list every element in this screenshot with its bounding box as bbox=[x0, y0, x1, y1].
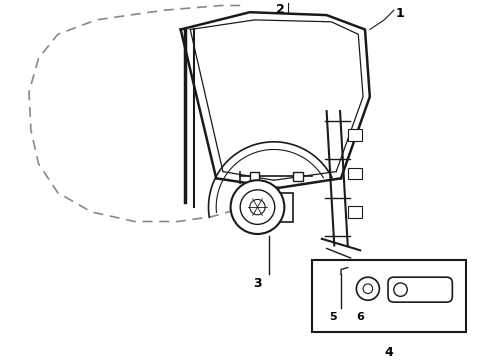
Bar bbox=[312, 260, 466, 332]
Circle shape bbox=[394, 283, 407, 296]
Bar bbox=[348, 168, 362, 179]
Bar bbox=[348, 129, 362, 141]
Text: 2: 2 bbox=[276, 3, 285, 15]
Circle shape bbox=[250, 199, 265, 215]
Bar bbox=[348, 206, 362, 218]
Text: 5: 5 bbox=[329, 312, 337, 323]
Circle shape bbox=[363, 284, 373, 293]
Bar bbox=[250, 172, 259, 181]
Text: 4: 4 bbox=[385, 346, 393, 359]
Text: 1: 1 bbox=[396, 8, 404, 21]
FancyBboxPatch shape bbox=[388, 277, 452, 302]
Circle shape bbox=[356, 277, 379, 300]
Bar bbox=[240, 193, 293, 221]
Text: 3: 3 bbox=[253, 277, 262, 290]
Text: 6: 6 bbox=[356, 312, 364, 323]
Circle shape bbox=[231, 180, 284, 234]
Circle shape bbox=[240, 190, 275, 224]
Bar bbox=[293, 172, 303, 181]
